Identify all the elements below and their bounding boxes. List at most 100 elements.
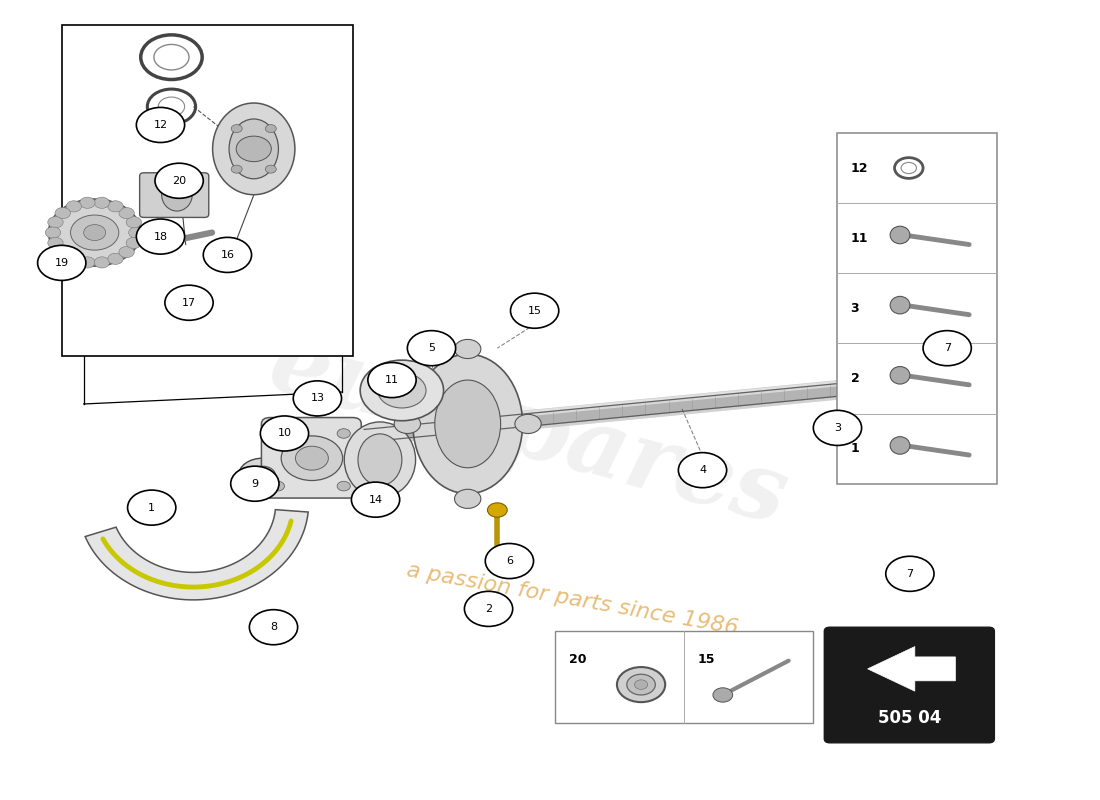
Circle shape: [95, 257, 110, 268]
Bar: [556, 631, 813, 723]
Text: 13: 13: [310, 394, 324, 403]
Circle shape: [231, 466, 279, 502]
Text: 1: 1: [148, 502, 155, 513]
Circle shape: [119, 246, 134, 258]
Circle shape: [204, 238, 252, 273]
Text: 11: 11: [385, 375, 399, 385]
Circle shape: [296, 446, 329, 470]
Text: 12: 12: [850, 162, 868, 174]
Circle shape: [337, 482, 350, 491]
Circle shape: [70, 215, 119, 250]
Circle shape: [367, 362, 416, 398]
Circle shape: [635, 680, 648, 690]
Circle shape: [48, 199, 141, 266]
Circle shape: [108, 201, 123, 212]
FancyBboxPatch shape: [140, 173, 209, 218]
Circle shape: [136, 219, 185, 254]
Text: 8: 8: [270, 622, 277, 632]
Circle shape: [487, 503, 507, 517]
Bar: [62, 26, 352, 356]
Circle shape: [679, 453, 727, 488]
Text: 20: 20: [172, 176, 186, 186]
Circle shape: [627, 674, 656, 695]
Text: a passion for parts since 1986: a passion for parts since 1986: [405, 560, 739, 638]
Text: 17: 17: [182, 298, 196, 308]
Ellipse shape: [358, 434, 402, 486]
Circle shape: [136, 107, 185, 142]
Text: 16: 16: [220, 250, 234, 260]
Text: 10: 10: [277, 429, 292, 438]
Text: 18: 18: [153, 231, 167, 242]
Text: 14: 14: [368, 494, 383, 505]
Circle shape: [66, 254, 81, 264]
Text: 9: 9: [251, 478, 258, 489]
Circle shape: [510, 293, 559, 328]
Circle shape: [128, 490, 176, 525]
Ellipse shape: [212, 103, 295, 194]
Text: 7: 7: [906, 569, 913, 578]
Circle shape: [231, 125, 242, 133]
Circle shape: [265, 125, 276, 133]
Circle shape: [95, 197, 110, 208]
Circle shape: [108, 254, 123, 264]
Circle shape: [236, 136, 272, 162]
Circle shape: [454, 490, 481, 509]
Text: 11: 11: [850, 232, 868, 245]
Circle shape: [126, 238, 142, 249]
Circle shape: [923, 330, 971, 366]
Circle shape: [165, 286, 213, 320]
Circle shape: [55, 207, 70, 218]
Circle shape: [886, 556, 934, 591]
Circle shape: [337, 429, 350, 438]
Ellipse shape: [344, 422, 416, 498]
Circle shape: [261, 416, 309, 451]
Circle shape: [250, 466, 276, 486]
Ellipse shape: [229, 119, 278, 178]
Circle shape: [294, 381, 341, 416]
Ellipse shape: [146, 236, 166, 254]
Text: 6: 6: [506, 556, 513, 566]
Circle shape: [351, 482, 399, 517]
Text: 3: 3: [850, 302, 859, 315]
Circle shape: [272, 482, 285, 491]
Text: 2: 2: [485, 604, 492, 614]
Text: 3: 3: [834, 423, 842, 433]
Text: 15: 15: [697, 653, 715, 666]
Circle shape: [37, 246, 86, 281]
Circle shape: [953, 402, 966, 412]
Circle shape: [920, 371, 959, 400]
Circle shape: [617, 667, 666, 702]
Circle shape: [282, 436, 342, 481]
FancyBboxPatch shape: [824, 627, 994, 743]
Circle shape: [813, 410, 861, 446]
Circle shape: [272, 429, 285, 438]
Circle shape: [913, 402, 926, 412]
Circle shape: [913, 359, 926, 369]
Polygon shape: [868, 646, 956, 691]
Ellipse shape: [890, 226, 910, 244]
Circle shape: [407, 330, 455, 366]
Circle shape: [394, 414, 420, 434]
Text: 1: 1: [850, 442, 859, 455]
Text: europares: europares: [260, 319, 796, 544]
Ellipse shape: [162, 178, 192, 211]
Circle shape: [55, 246, 70, 258]
Ellipse shape: [890, 437, 910, 454]
Circle shape: [79, 257, 95, 268]
Ellipse shape: [890, 366, 910, 384]
Text: 7: 7: [944, 343, 950, 353]
Bar: [837, 133, 997, 484]
Ellipse shape: [890, 296, 910, 314]
Circle shape: [464, 591, 513, 626]
Circle shape: [265, 165, 276, 173]
Circle shape: [79, 197, 95, 208]
Text: 505 04: 505 04: [878, 709, 940, 727]
Circle shape: [231, 165, 242, 173]
Circle shape: [377, 373, 426, 408]
Circle shape: [47, 238, 63, 249]
Circle shape: [239, 458, 287, 494]
Circle shape: [454, 339, 481, 358]
Circle shape: [155, 163, 204, 198]
Text: 2: 2: [850, 372, 859, 385]
Circle shape: [485, 543, 534, 578]
